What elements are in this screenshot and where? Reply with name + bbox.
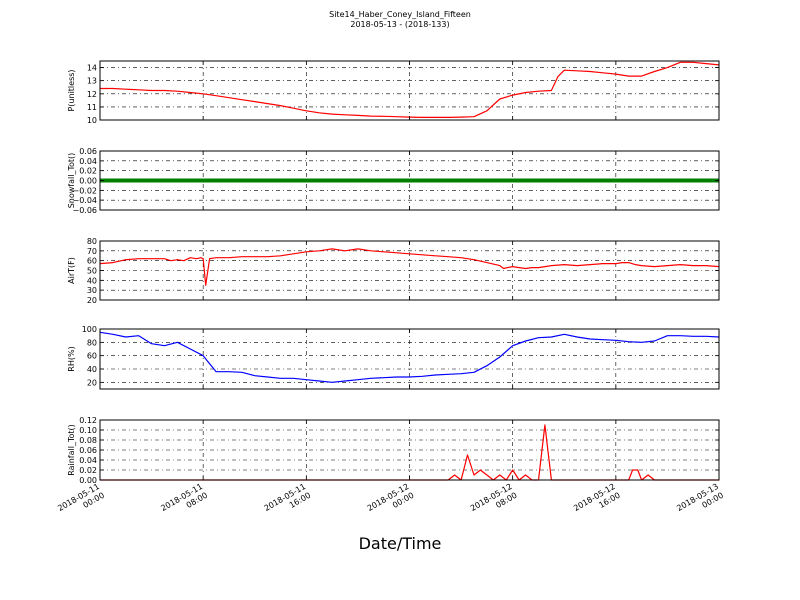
y-tick-label: −0.06: [72, 206, 97, 215]
panel-0: 10 11 12 13 14 P(unitless): [67, 60, 720, 125]
y-tick-label: 60: [87, 257, 97, 266]
y-axis-label: AirT(F): [67, 257, 76, 284]
series-line: [99, 331, 720, 383]
y-tick-label: 30: [87, 286, 97, 295]
y-tick-label: 0.10: [79, 426, 97, 435]
y-tick-label: 0.02: [79, 167, 97, 176]
y-tick-label: 40: [87, 365, 97, 374]
x-axis-label: Date/Time: [358, 534, 442, 553]
series-line: [100, 61, 720, 119]
y-tick-label: 0.02: [79, 466, 97, 475]
y-tick-label: 80: [87, 338, 97, 347]
y-tick-label: 14: [87, 64, 97, 73]
y-tick-label: 0.06: [79, 446, 97, 455]
panel-3: 20 40 60 80 100 RH(%): [67, 325, 720, 390]
y-tick-label: 13: [87, 77, 97, 86]
chart-subtitle: 2018-05-13 - (2018-133): [350, 20, 450, 29]
y-tick-label: 80: [87, 237, 97, 246]
y-tick-label: 50: [87, 267, 97, 276]
y-tick-label: 60: [87, 352, 97, 361]
y-tick-label: 40: [87, 276, 97, 285]
y-tick-label: 0.00: [79, 177, 97, 186]
y-tick-label: 10: [87, 116, 97, 125]
y-tick-label: 70: [87, 247, 97, 256]
y-axis-label: P(unitless): [67, 69, 76, 111]
y-tick-label: 0.04: [79, 456, 97, 465]
y-axis-label: Rainfall_Tot(): [67, 424, 76, 476]
series-line: [99, 248, 720, 286]
y-tick-label: −0.02: [72, 186, 97, 195]
y-tick-label: 0.06: [79, 147, 97, 156]
y-axis-label: Snowfall_Tot(): [67, 153, 76, 209]
y-tick-label: 100: [82, 325, 97, 334]
panel-1: −0.06−0.04−0.020.000.020.040.06Snowfall_…: [67, 147, 720, 215]
y-tick-label: 0.04: [79, 157, 97, 166]
y-tick-label: 0.12: [79, 416, 97, 425]
y-tick-label: 20: [87, 296, 97, 305]
y-tick-label: 11: [87, 103, 97, 112]
panel-4: 0.000.020.040.060.080.100.12Rainfall_Tot…: [67, 416, 720, 485]
chart-title: Site14_Haber_Coney_Island_Fifteen: [329, 10, 471, 19]
y-tick-label: 20: [87, 378, 97, 387]
y-tick-label: −0.04: [72, 196, 97, 205]
y-tick-label: 0.00: [79, 476, 97, 485]
series-line: [100, 424, 719, 481]
y-axis-label: RH(%): [67, 346, 76, 371]
y-tick-label: 12: [87, 90, 97, 99]
y-tick-label: 0.08: [79, 436, 97, 445]
